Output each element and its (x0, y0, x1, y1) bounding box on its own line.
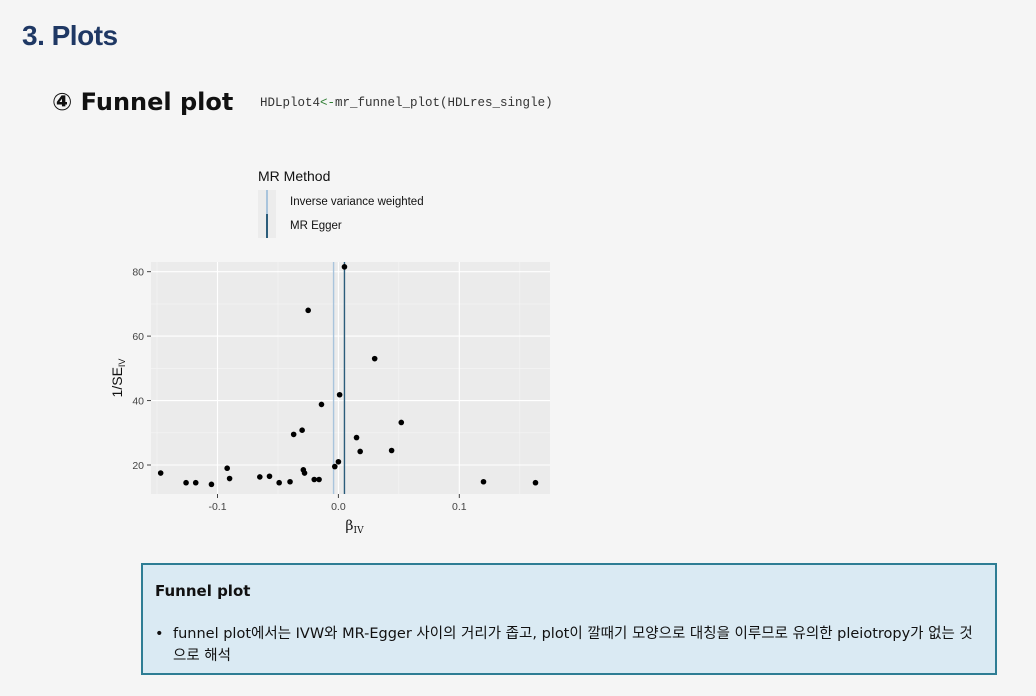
legend-title: MR Method (258, 168, 331, 184)
data-point (353, 434, 360, 441)
legend-entry-egger: MR Egger (258, 214, 424, 238)
data-point (157, 470, 164, 476)
data-point (371, 355, 378, 362)
bullet-marker: • (155, 626, 164, 642)
data-point (301, 470, 308, 476)
data-point (192, 479, 199, 486)
data-point (532, 479, 539, 486)
data-point (336, 391, 343, 398)
data-point (299, 427, 305, 434)
x-axis-title: βIV (345, 518, 364, 536)
code-call: mr_funnel_plot(HDLres_single) (335, 96, 553, 110)
note-title: Funnel plot (155, 582, 251, 600)
note-bullet-text: funnel plot에서는 IVW와 MR-Egger 사이의 거리가 좁고,… (173, 626, 973, 664)
data-point (257, 474, 263, 480)
y-tick-label: 80 (132, 267, 144, 279)
y-axis-title: 1/SEIV (109, 359, 127, 398)
x-tick-label: 0.0 (331, 501, 346, 513)
data-point (398, 419, 405, 426)
x-tick-label: -0.1 (208, 501, 226, 513)
data-point (480, 478, 487, 485)
code-variable: HDLplot4 (260, 96, 321, 110)
note-box: Funnel plot • funnel plot에서는 IVW와 MR-Egg… (141, 563, 997, 675)
plot-panel (151, 262, 550, 494)
legend-key-ivw (258, 190, 276, 214)
y-tick-label: 60 (132, 331, 144, 343)
data-point (276, 479, 282, 486)
note-bullet: • funnel plot에서는 IVW와 MR-Egger 사이의 거리가 좁… (155, 623, 975, 667)
funnel-plot: -0.1 0.0 0.1 20 40 60 80 βIV 1/SEIV (109, 262, 550, 536)
legend-entry-ivw: Inverse variance weighted (258, 190, 424, 214)
sub-title: ④ Funnel plot (52, 88, 234, 116)
legend-key-egger (258, 214, 276, 238)
data-point (305, 307, 311, 314)
data-point (287, 478, 293, 485)
x-tick-label: 0.1 (452, 501, 467, 513)
legend-label-ivw: Inverse variance weighted (290, 196, 424, 208)
legend-label-egger: MR Egger (290, 220, 342, 232)
chart-legend: MR Method Inverse variance weighted MR E… (258, 168, 424, 238)
code-snippet: HDLplot4<-mr_funnel_plot(HDLres_single) (260, 96, 553, 110)
y-tick-label: 20 (132, 460, 144, 472)
data-point (183, 479, 189, 486)
data-point (224, 465, 230, 472)
data-point (316, 476, 322, 483)
data-point (311, 476, 318, 483)
data-point (290, 431, 297, 438)
data-point (335, 458, 342, 465)
y-tick-label: 40 (132, 396, 144, 408)
section-title: 3. Plots (22, 20, 118, 51)
data-point (208, 481, 215, 488)
data-point (388, 447, 395, 454)
data-point (226, 475, 233, 482)
data-point (266, 473, 273, 480)
code-assign-operator: <- (320, 96, 336, 110)
data-point (318, 401, 325, 408)
data-point (341, 264, 348, 270)
data-point (357, 448, 363, 455)
data-point (331, 463, 338, 470)
